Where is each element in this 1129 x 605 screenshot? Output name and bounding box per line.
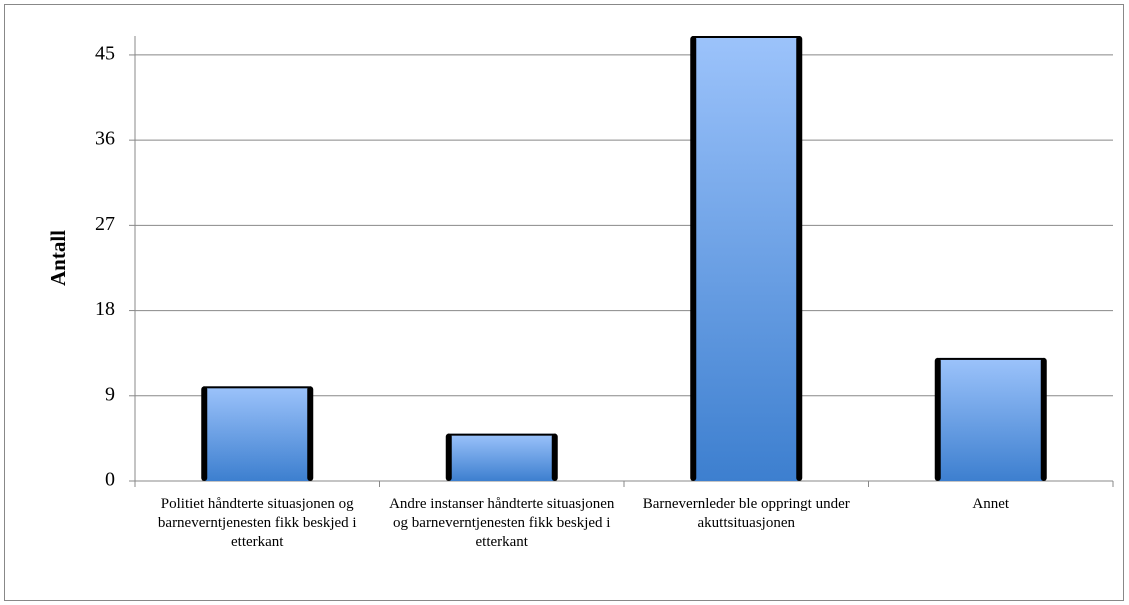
bar-edge-top xyxy=(692,36,801,38)
y-axis-label: Antall xyxy=(46,230,70,286)
bar xyxy=(445,433,558,481)
x-tick-label-box: Andre instanser håndterte situasjonen og… xyxy=(389,496,615,550)
y-tick-label: 18 xyxy=(95,298,115,320)
x-tick-label-box: Politiet håndterte situasjonen og barnev… xyxy=(157,496,357,550)
bar-body xyxy=(692,36,801,481)
chart-frame xyxy=(4,4,1124,601)
bar xyxy=(201,386,314,481)
y-tick-label: 36 xyxy=(95,128,115,150)
bar-edge-right xyxy=(796,36,803,481)
bar-edge-left xyxy=(934,357,941,481)
bar-edge-right xyxy=(551,433,558,481)
bar-edge-top xyxy=(936,357,1045,360)
bar xyxy=(690,36,803,481)
bar-body xyxy=(203,386,312,481)
bar-body xyxy=(447,433,556,481)
x-tick-label: Politiet håndterte situasjonen og barnev… xyxy=(157,496,357,550)
y-tick-label: 27 xyxy=(95,213,115,235)
y-tick-label: 45 xyxy=(95,43,115,65)
bar-edge-left xyxy=(201,386,208,481)
x-tick-label-box: Barnevernleder ble oppringt under akutts… xyxy=(642,496,850,531)
x-tick-label: Barnevernleder ble oppringt under akutts… xyxy=(642,496,850,531)
x-tick-label-box: Annet xyxy=(972,496,1010,512)
y-tick-label: 0 xyxy=(105,469,115,491)
y-tick-label: 9 xyxy=(105,383,115,405)
bar-edge-right xyxy=(1040,357,1047,481)
bar-edge-right xyxy=(307,386,314,481)
x-tick-label: Annet xyxy=(972,496,1010,512)
bar-edge-top xyxy=(447,433,556,436)
bar-edge-top xyxy=(203,386,312,389)
bar-edge-left xyxy=(445,433,452,481)
x-tick-label: Andre instanser håndterte situasjonen og… xyxy=(389,496,615,550)
bar-body xyxy=(936,357,1045,481)
bar xyxy=(934,357,1047,481)
bar-edge-left xyxy=(690,36,697,481)
